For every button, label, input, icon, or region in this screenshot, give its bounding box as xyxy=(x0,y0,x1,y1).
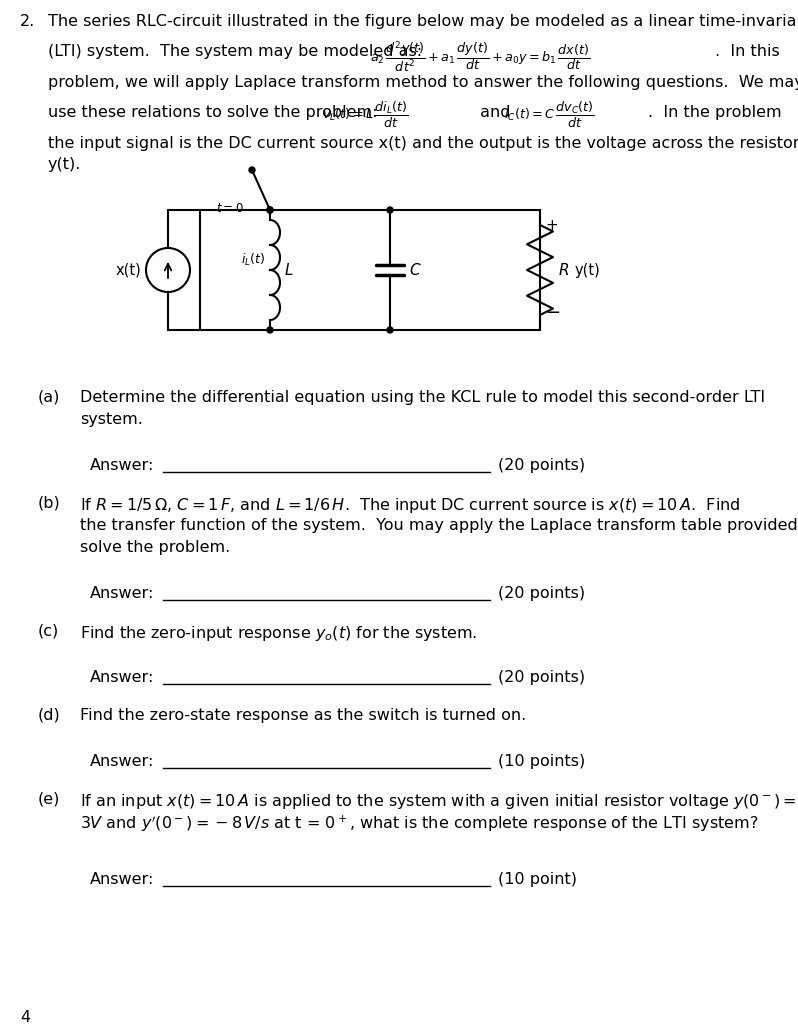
Text: 2.: 2. xyxy=(20,14,35,29)
Text: +: + xyxy=(545,218,558,233)
Text: problem, we will apply Laplace transform method to answer the following question: problem, we will apply Laplace transform… xyxy=(48,75,798,90)
Text: $t = 0$: $t = 0$ xyxy=(216,202,244,215)
Text: Answer:: Answer: xyxy=(90,670,154,685)
Text: $a_2\,\dfrac{d^2y(t)}{dt^2} + a_1\,\dfrac{dy(t)}{dt} + a_0y = b_1\,\dfrac{dx(t)}: $a_2\,\dfrac{d^2y(t)}{dt^2} + a_1\,\dfra… xyxy=(370,39,591,74)
Text: (d): (d) xyxy=(38,708,61,723)
Text: Answer:: Answer: xyxy=(90,872,154,887)
Circle shape xyxy=(267,327,273,333)
Text: 4: 4 xyxy=(20,1010,30,1024)
Text: Find the zero-input response $y_o(t)$ for the system.: Find the zero-input response $y_o(t)$ fo… xyxy=(80,624,477,643)
Text: (e): (e) xyxy=(38,792,61,807)
Text: use these relations to solve the problem:: use these relations to solve the problem… xyxy=(48,105,382,120)
Text: −: − xyxy=(545,304,560,322)
Text: (10 points): (10 points) xyxy=(498,754,585,769)
Circle shape xyxy=(267,207,273,213)
Text: (20 points): (20 points) xyxy=(498,458,585,473)
Text: If $R = 1/5\,\Omega$, $C = 1\,F$, and $L = 1/6\,H$.  The input DC current source: If $R = 1/5\,\Omega$, $C = 1\,F$, and $L… xyxy=(80,496,741,515)
Text: x(t): x(t) xyxy=(115,262,141,278)
Circle shape xyxy=(387,207,393,213)
Text: .  In the problem: . In the problem xyxy=(648,105,781,120)
Text: (20 points): (20 points) xyxy=(498,586,585,601)
Text: $i_L(t)$: $i_L(t)$ xyxy=(241,252,265,268)
Text: y(t): y(t) xyxy=(575,262,601,278)
Text: solve the problem.: solve the problem. xyxy=(80,540,231,555)
Text: (c): (c) xyxy=(38,624,59,639)
Text: Answer:: Answer: xyxy=(90,754,154,769)
Circle shape xyxy=(387,327,393,333)
Text: (b): (b) xyxy=(38,496,61,511)
Text: Answer:: Answer: xyxy=(90,458,154,473)
Text: the transfer function of the system.  You may apply the Laplace transform table : the transfer function of the system. You… xyxy=(80,518,798,534)
Circle shape xyxy=(249,167,255,173)
Text: The series RLC-circuit illustrated in the figure below may be modeled as a linea: The series RLC-circuit illustrated in th… xyxy=(48,14,798,29)
Text: $R$: $R$ xyxy=(558,262,569,278)
Text: Find the zero-state response as the switch is turned on.: Find the zero-state response as the swit… xyxy=(80,708,526,723)
Text: $i_C(t) = C\,\dfrac{dv_C(t)}{dt}$: $i_C(t) = C\,\dfrac{dv_C(t)}{dt}$ xyxy=(504,100,595,130)
Text: $L$: $L$ xyxy=(284,262,294,278)
Text: .  In this: . In this xyxy=(715,44,780,59)
Text: (10 point): (10 point) xyxy=(498,872,577,887)
Text: If an input $x(t) = 10\,A$ is applied to the system with a given initial resisto: If an input $x(t) = 10\,A$ is applied to… xyxy=(80,792,796,811)
Text: system.: system. xyxy=(80,412,143,427)
Circle shape xyxy=(267,207,273,213)
Text: y(t).: y(t). xyxy=(48,157,81,172)
Text: $3V$ and $y'(0^-) = -8\,V/s$ at t = 0$^+$, what is the complete response of the : $3V$ and $y'(0^-) = -8\,V/s$ at t = 0$^+… xyxy=(80,814,758,835)
Text: $C$: $C$ xyxy=(409,262,421,278)
Text: Determine the differential equation using the KCL rule to model this second-orde: Determine the differential equation usin… xyxy=(80,390,765,406)
Text: Answer:: Answer: xyxy=(90,586,154,601)
Text: $v_L(t) = L\,\dfrac{di_L(t)}{dt}$: $v_L(t) = L\,\dfrac{di_L(t)}{dt}$ xyxy=(322,100,409,130)
Text: (LTI) system.  The system may be modeled as:: (LTI) system. The system may be modeled … xyxy=(48,44,427,59)
Text: (20 points): (20 points) xyxy=(498,670,585,685)
Text: (a): (a) xyxy=(38,390,61,406)
Text: and: and xyxy=(475,105,516,120)
Text: the input signal is the DC current source x(t) and the output is the voltage acr: the input signal is the DC current sourc… xyxy=(48,136,798,151)
